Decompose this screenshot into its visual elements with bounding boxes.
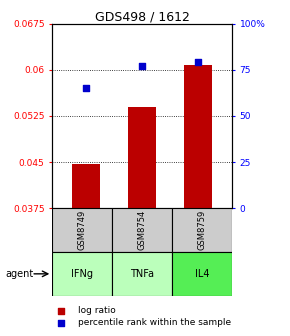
Text: agent: agent (6, 269, 34, 279)
Bar (172, 208, 232, 252)
Text: log ratio: log ratio (78, 306, 116, 315)
Title: GDS498 / 1612: GDS498 / 1612 (95, 10, 190, 24)
Point (59, 320, 63, 325)
Bar (52, 208, 112, 252)
Text: GSM8749: GSM8749 (78, 210, 87, 250)
Point (196, 60, 201, 65)
Text: IL4: IL4 (195, 269, 209, 279)
Text: TNFa: TNFa (130, 269, 154, 279)
Text: GSM8759: GSM8759 (197, 210, 206, 250)
Point (140, 63, 144, 69)
Text: percentile rank within the sample: percentile rank within the sample (78, 318, 231, 327)
Bar (128, 107, 156, 208)
Bar (184, 66, 212, 208)
Bar (72, 164, 100, 208)
Bar (112, 252, 172, 296)
Bar (112, 208, 172, 252)
Point (84, 86, 88, 91)
Bar (172, 252, 232, 296)
Bar (52, 252, 112, 296)
Point (59, 308, 63, 313)
Text: IFNg: IFNg (71, 269, 93, 279)
Text: GSM8754: GSM8754 (137, 210, 147, 250)
